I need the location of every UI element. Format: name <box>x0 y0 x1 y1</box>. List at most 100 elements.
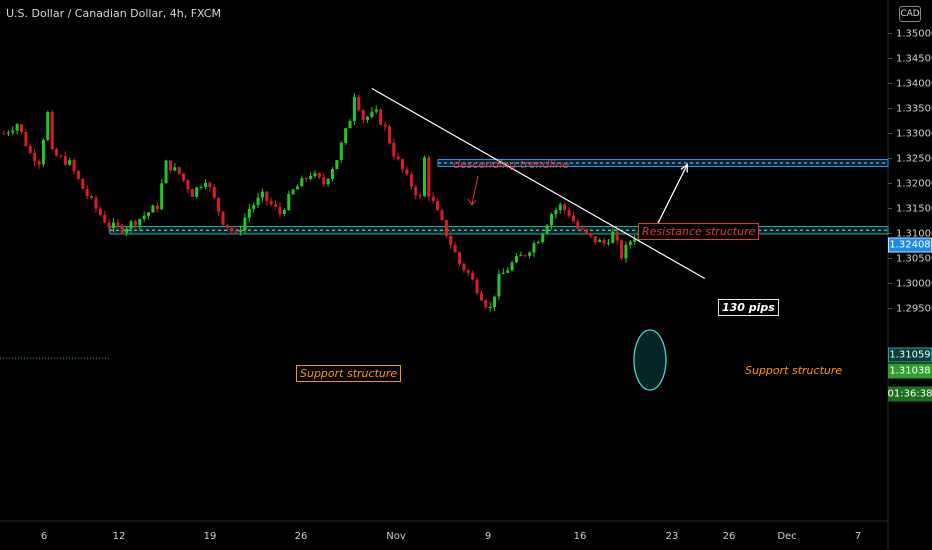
candle <box>427 155 431 202</box>
price-tick-label: 1.34500 <box>896 53 932 64</box>
candle-body <box>98 208 102 215</box>
price-tick-label: 1.33000 <box>896 128 932 139</box>
candle-body <box>479 292 483 301</box>
candle-body <box>81 178 85 189</box>
candle-body <box>252 205 256 209</box>
candle-body <box>20 124 24 133</box>
candle <box>85 185 89 200</box>
candle <box>545 223 549 234</box>
candle-body <box>239 230 243 233</box>
candle-body <box>580 228 584 230</box>
candle-body <box>243 217 247 231</box>
candle-body <box>142 215 146 220</box>
candle <box>493 296 497 312</box>
candle-body <box>33 152 37 162</box>
candle <box>195 186 199 199</box>
currency-button[interactable]: CAD <box>899 6 921 22</box>
candle-body <box>217 197 221 212</box>
candle <box>24 128 28 147</box>
time-tick-label: 12 <box>112 531 126 542</box>
candle <box>409 171 413 190</box>
candle-body <box>317 173 321 178</box>
candle <box>129 220 133 234</box>
candle <box>68 157 72 166</box>
candle <box>107 218 111 233</box>
candle <box>247 204 251 223</box>
candle-body <box>545 225 549 234</box>
candle <box>436 199 440 211</box>
candle <box>563 203 567 214</box>
candle-body <box>493 296 497 307</box>
candle <box>20 123 24 135</box>
candle <box>571 211 575 222</box>
candle-body <box>497 274 501 297</box>
candle <box>300 175 304 187</box>
price-tick-label: 1.31500 <box>896 203 932 214</box>
candle-body <box>28 145 32 153</box>
candle-body <box>449 235 453 245</box>
candle-body <box>501 272 505 275</box>
candle <box>405 166 409 177</box>
candle-body <box>230 227 234 232</box>
candle-body <box>151 205 155 213</box>
candle-body <box>112 222 115 229</box>
candle-body <box>567 210 571 216</box>
candle-body <box>256 197 260 206</box>
time-tick-label: 6 <box>40 531 48 542</box>
candle-body <box>260 191 264 198</box>
candle <box>133 219 137 229</box>
candle-body <box>571 215 575 222</box>
price-tick-label: 1.32500 <box>896 153 932 164</box>
candle-body <box>563 204 567 211</box>
price-tick-label: 1.31000 <box>896 228 932 239</box>
candle-body <box>322 177 326 185</box>
candle <box>624 241 628 263</box>
candle-body <box>536 242 540 244</box>
candle <box>475 277 479 296</box>
candle <box>278 202 282 218</box>
candle <box>225 224 229 231</box>
time-tick-label: Dec <box>777 531 797 542</box>
candle <box>339 140 343 163</box>
candle-body <box>295 186 299 190</box>
candle <box>94 195 98 213</box>
candle <box>2 130 6 135</box>
candle <box>103 211 107 224</box>
candle-body <box>68 160 72 165</box>
candle-body <box>357 96 361 111</box>
candle-body <box>453 244 457 253</box>
candle-body <box>221 211 225 225</box>
candle <box>374 105 378 114</box>
candle <box>81 178 85 190</box>
candle-body <box>116 222 120 226</box>
candle <box>63 151 67 166</box>
candle-body <box>15 124 19 131</box>
candle <box>203 179 207 190</box>
candle-body <box>401 159 405 170</box>
time-tick-label: 26 <box>294 531 308 542</box>
projection-arrow <box>656 164 688 227</box>
candle-body <box>160 183 164 210</box>
candle-body <box>550 214 553 226</box>
candle <box>348 119 352 129</box>
candle-body <box>576 221 580 229</box>
candle <box>142 211 146 222</box>
candle <box>90 194 94 200</box>
candle-body <box>379 109 383 125</box>
candle-body <box>234 231 238 233</box>
candle-body <box>510 262 514 271</box>
candle <box>155 202 159 213</box>
descending-trendline <box>371 87 706 280</box>
candle-body <box>225 224 229 228</box>
candle-body <box>523 255 527 257</box>
candle-body <box>475 279 479 293</box>
candle <box>287 190 291 211</box>
candle-body <box>212 186 216 198</box>
candle <box>396 153 400 161</box>
candle-body <box>514 256 518 263</box>
candle <box>230 225 234 235</box>
candle-body <box>387 126 391 144</box>
candle-body <box>383 124 387 127</box>
candle-body <box>265 191 269 201</box>
